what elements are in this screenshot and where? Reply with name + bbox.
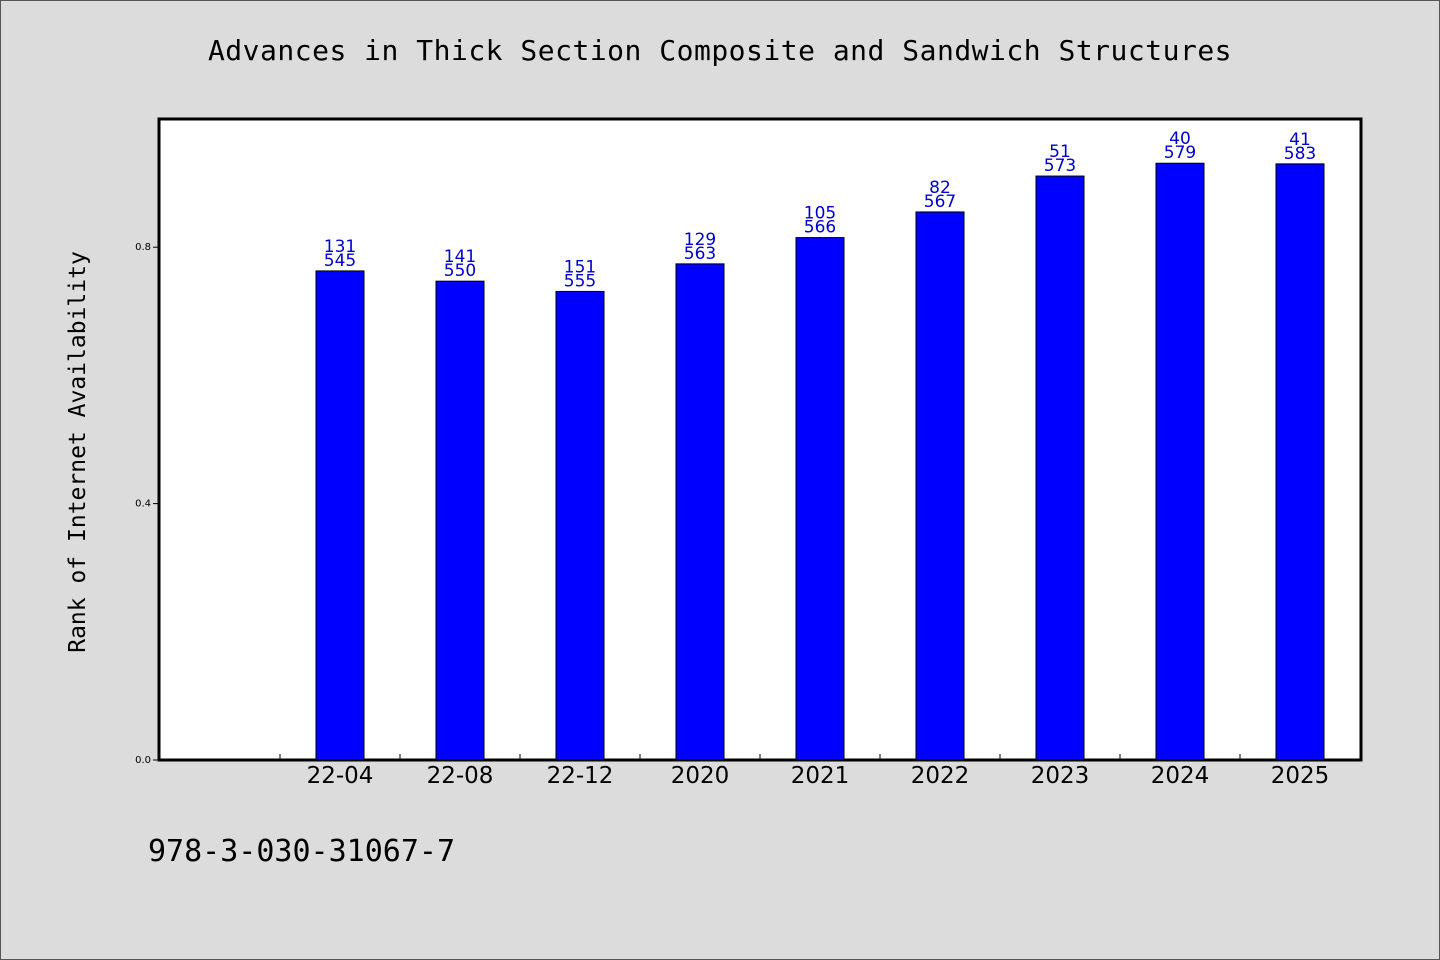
y-tick-label: 0.0 xyxy=(135,755,151,766)
x-tick-label: 2025 xyxy=(1271,763,1330,789)
x-tick-label: 22-08 xyxy=(427,763,494,789)
x-tick-label: 2024 xyxy=(1151,763,1210,789)
x-tick-label: 2023 xyxy=(1031,763,1090,789)
footer-isbn: 978-3-030-31067-7 xyxy=(148,834,456,869)
bar xyxy=(915,211,965,761)
bar-label-bottom: 566 xyxy=(804,218,836,238)
bar xyxy=(315,270,365,761)
bar-series xyxy=(315,162,1325,761)
bar-label-top: 41 xyxy=(1289,130,1311,150)
bar-label-top: 131 xyxy=(324,237,356,257)
y-axis: 0.0 0.4 0.8 xyxy=(135,242,159,766)
bar xyxy=(435,280,485,761)
chart-title: Advances in Thick Section Composite and … xyxy=(207,34,1233,67)
bar-label-bottom: 579 xyxy=(1164,143,1196,163)
bar xyxy=(675,263,725,761)
x-tick-label: 2020 xyxy=(671,763,730,789)
bar-label-bottom: 555 xyxy=(564,271,596,291)
bar xyxy=(795,237,845,761)
y-tick-label: 0.8 xyxy=(135,242,151,253)
bar-label-top: 141 xyxy=(444,247,476,267)
bar-label-bottom: 550 xyxy=(444,261,476,281)
bar xyxy=(555,290,605,761)
bar-label-top: 82 xyxy=(929,178,951,198)
bar-label-bottom: 567 xyxy=(924,192,956,212)
bar-label-top: 51 xyxy=(1049,142,1071,162)
x-tick-label: 22-12 xyxy=(547,763,614,789)
bar xyxy=(1035,175,1085,761)
bar-label-top: 40 xyxy=(1169,129,1191,149)
x-tick-label: 2022 xyxy=(911,763,970,789)
x-tick-label: 2021 xyxy=(791,763,850,789)
bar-label-bottom: 573 xyxy=(1044,156,1076,176)
y-axis-label: Rank of Internet Availability xyxy=(65,251,91,653)
bar-label-top: 129 xyxy=(684,230,716,250)
bar-label-bottom: 583 xyxy=(1284,144,1316,164)
x-tick-label: 22-04 xyxy=(307,763,374,789)
x-axis: 22-04 22-08 22-12 2020 2021 2022 2023 2024 2025 xyxy=(279,754,1361,789)
bar-label-bottom: 545 xyxy=(324,251,356,271)
bar-label-top: 151 xyxy=(564,257,596,277)
y-tick-label: 0.4 xyxy=(135,499,151,510)
bar-label-top: 105 xyxy=(804,204,836,224)
bar-label-bottom: 563 xyxy=(684,244,716,264)
bar xyxy=(1275,163,1325,761)
bar xyxy=(1155,162,1205,761)
